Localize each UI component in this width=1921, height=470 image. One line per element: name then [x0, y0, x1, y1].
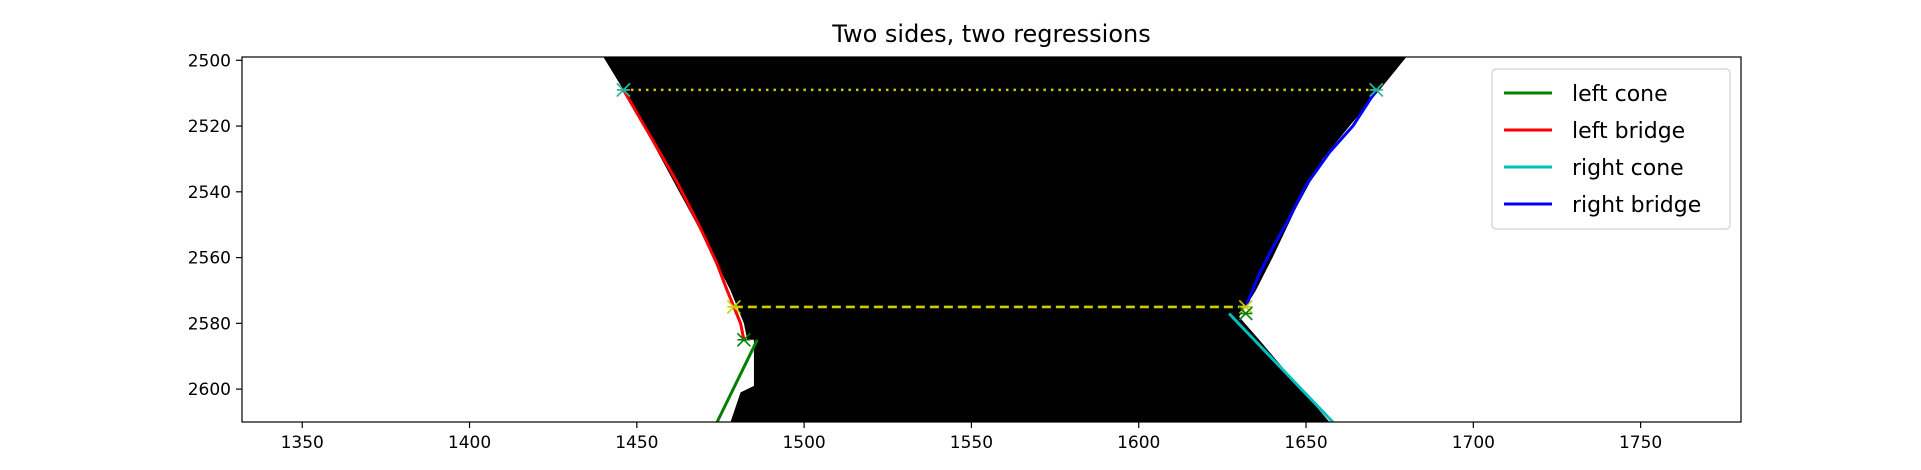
legend-label: left bridge [1572, 119, 1685, 144]
legend: left cone left bridge right cone right brid… [1491, 68, 1731, 230]
series-line-left-cone [715, 339, 759, 422]
point-marker [726, 299, 741, 314]
series-line-left-bridge [622, 89, 746, 341]
x-tick-label: 1450 [615, 433, 658, 453]
x-tick-label: 1350 [281, 433, 324, 453]
dark-region [603, 57, 1407, 422]
series-line-right-cone [1227, 312, 1334, 422]
x-tick-label: 1550 [950, 433, 993, 453]
y-tick-label: 2560 [188, 249, 231, 269]
y-tick-label: 2580 [188, 314, 231, 334]
x-tick-label: 1750 [1619, 433, 1662, 453]
point-marker [1238, 299, 1253, 314]
x-tick-label: 1700 [1452, 433, 1495, 453]
y-tick-label: 2500 [188, 51, 231, 71]
point-marker [1238, 306, 1253, 321]
y-tick-label: 2520 [188, 117, 231, 137]
point-marker [1369, 82, 1384, 97]
y-tick-label: 2540 [188, 183, 231, 203]
point-marker [736, 332, 751, 347]
x-tick-label: 1650 [1284, 433, 1327, 453]
point-marker [616, 82, 631, 97]
x-tick-label: 1400 [448, 433, 491, 453]
x-tick-label: 1600 [1117, 433, 1160, 453]
legend-label: right cone [1572, 156, 1684, 181]
series-line-right-bridge [1244, 89, 1378, 308]
x-tick-label: 1500 [782, 433, 825, 453]
chart-title: Two sides, two regressions [831, 20, 1150, 48]
axes-frame [241, 56, 1742, 423]
legend-label: left cone [1572, 82, 1668, 107]
legend-label: right bridge [1572, 193, 1701, 218]
legend-box [1491, 68, 1731, 230]
y-tick-label: 2600 [188, 380, 231, 400]
